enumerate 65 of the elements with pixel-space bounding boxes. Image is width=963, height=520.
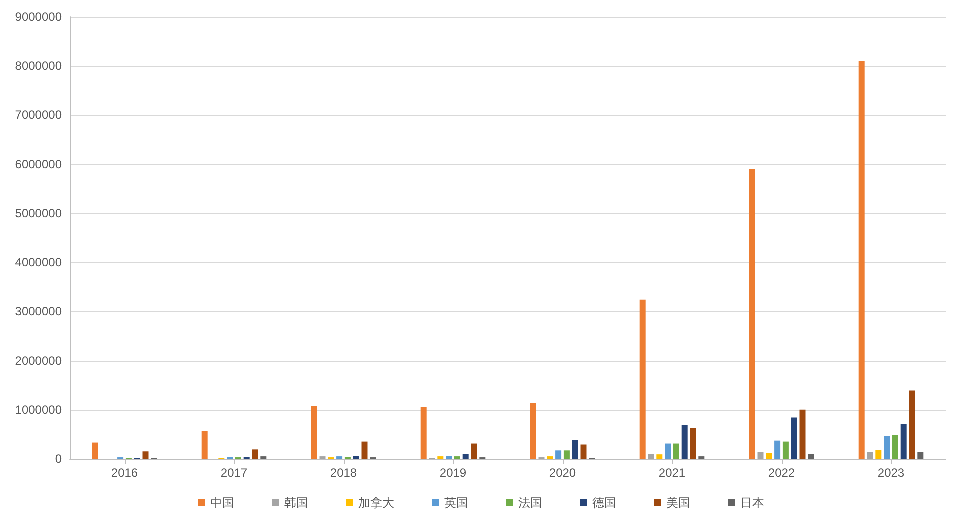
bar: [202, 431, 208, 459]
legend-label: 加拿大: [358, 496, 394, 510]
y-tick-label: 4000000: [15, 256, 62, 270]
bar: [471, 444, 478, 459]
y-tick-label: 3000000: [15, 304, 62, 319]
legend-label: 日本: [740, 496, 764, 510]
bar: [572, 440, 578, 459]
x-tick-label: 2022: [768, 466, 796, 480]
x-tick-label: 2021: [658, 466, 686, 480]
legend-label: 美国: [666, 496, 690, 510]
bar: [749, 169, 756, 459]
y-tick-label: 6000000: [15, 157, 62, 172]
bar: [774, 440, 781, 459]
bar: [580, 444, 587, 459]
legend-label: 法国: [518, 496, 542, 510]
x-tick-label: 2017: [220, 466, 248, 480]
bar: [884, 436, 890, 459]
bar: [564, 450, 570, 459]
bar: [252, 450, 258, 459]
bar: [782, 442, 789, 459]
y-tick-label: 2000000: [15, 354, 62, 368]
x-tick-label: 2018: [330, 466, 358, 480]
y-tick-label: 8000000: [15, 59, 62, 74]
bar: [92, 442, 98, 459]
bar: [900, 424, 907, 459]
bar: [640, 300, 646, 459]
legend-label: 韩国: [284, 496, 308, 510]
legend-label: 英国: [444, 496, 468, 510]
bar: [909, 390, 916, 459]
legend-label: 德国: [592, 496, 616, 510]
y-tick-label: 9000000: [15, 10, 62, 24]
bar: [892, 435, 898, 459]
bar: [791, 418, 798, 459]
bar: [867, 452, 874, 459]
x-tick-label: 2016: [111, 466, 138, 480]
bar: [462, 454, 469, 459]
bar: [530, 404, 536, 459]
y-tick-label: 0: [55, 452, 62, 466]
legend-label: 中国: [210, 496, 234, 510]
bar: [420, 407, 427, 459]
bar: [446, 456, 452, 459]
bar: [556, 450, 562, 459]
bar: [758, 452, 764, 459]
bar: [918, 452, 924, 459]
x-tick-label: 2023: [878, 466, 905, 480]
bar: [362, 442, 368, 459]
bar: [673, 444, 680, 459]
y-tick-label: 7000000: [15, 108, 62, 122]
bar: [142, 452, 149, 459]
bar: [800, 410, 806, 459]
bar: [766, 453, 772, 459]
y-tick-label: 5000000: [15, 206, 62, 220]
bar: [690, 428, 696, 459]
bar: [353, 456, 360, 459]
bar: [665, 444, 672, 459]
bar: [858, 61, 865, 459]
bar: [648, 454, 654, 459]
bar: [876, 450, 882, 459]
y-tick-label: 1000000: [15, 402, 62, 417]
bar: [656, 454, 663, 459]
bar: [682, 425, 688, 459]
x-tick-label: 2019: [440, 466, 467, 480]
bar: [311, 406, 318, 459]
bar: [808, 454, 814, 459]
x-tick-label: 2020: [549, 466, 576, 480]
